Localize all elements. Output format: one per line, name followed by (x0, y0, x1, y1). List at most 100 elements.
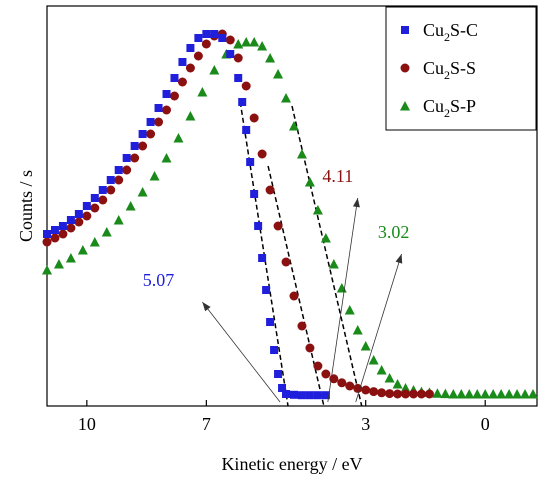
x-tick-label: 10 (78, 414, 96, 434)
data-point (289, 390, 298, 399)
data-point (321, 369, 331, 379)
legend-marker (400, 63, 410, 73)
data-point (249, 113, 259, 123)
data-point (106, 176, 115, 184)
data-point (384, 373, 395, 383)
plot-area: 5.07 4.11 3.02 (42, 5, 539, 407)
data-point (42, 237, 52, 247)
data-point (313, 391, 322, 400)
data-point (186, 44, 195, 52)
data-point (385, 389, 395, 399)
data-point (369, 387, 379, 397)
data-point (137, 187, 148, 197)
data-point (504, 389, 515, 399)
data-point (241, 37, 252, 47)
data-point (42, 265, 52, 275)
data-point (305, 343, 315, 353)
data-point (170, 74, 179, 82)
data-point (173, 133, 184, 143)
data-point (242, 126, 251, 134)
annotation-arrow (202, 301, 281, 403)
legend-marker (400, 101, 410, 111)
data-point (82, 202, 91, 210)
data-point (98, 195, 108, 205)
data-point (345, 381, 355, 391)
data-point (74, 210, 83, 218)
data-point (238, 98, 247, 106)
data-point (185, 63, 195, 73)
legend-label: Cu2S-S (423, 58, 476, 82)
data-point (328, 259, 339, 269)
data-point (392, 379, 403, 389)
data-point (101, 227, 112, 237)
data-point (265, 185, 275, 195)
data-point (146, 118, 155, 126)
data-point (197, 87, 208, 97)
x-tick-label: 7 (202, 414, 211, 434)
data-point (376, 365, 387, 375)
data-point (360, 341, 371, 351)
series-s-p (42, 37, 539, 399)
data-point (65, 253, 76, 263)
data-point (344, 305, 355, 315)
annotation-arrowhead (202, 302, 211, 312)
data-point (138, 141, 148, 151)
data-point (281, 93, 292, 103)
data-point (89, 237, 100, 247)
x-axis: 10 7 3 0 (78, 400, 490, 434)
annotation-arrow (355, 253, 402, 403)
data-point (130, 142, 139, 150)
data-point (66, 223, 76, 233)
data-point (130, 153, 140, 163)
data-point (273, 221, 283, 231)
data-point (512, 389, 523, 399)
data-point (125, 201, 136, 211)
data-point (77, 245, 88, 255)
data-point (201, 39, 211, 49)
data-point (233, 39, 244, 49)
data-point (416, 389, 426, 399)
data-point (352, 325, 363, 335)
fit-line (267, 165, 325, 407)
data-point (297, 321, 307, 331)
data-point (257, 149, 267, 159)
data-point (161, 153, 172, 163)
data-point (177, 77, 187, 87)
data-point (90, 194, 99, 202)
data-point (297, 391, 306, 400)
data-point (113, 215, 124, 225)
annotation-arrowhead (395, 254, 403, 264)
data-point (50, 226, 59, 234)
data-point (361, 385, 371, 395)
data-point (154, 104, 163, 112)
data-point (464, 389, 475, 399)
data-point (488, 389, 499, 399)
data-point (520, 389, 531, 399)
data-point (122, 165, 132, 175)
data-point (209, 65, 220, 75)
annotation-arrow (327, 197, 359, 403)
legend-marker (401, 26, 409, 34)
data-point (281, 257, 291, 267)
annotation-arrowhead (352, 198, 360, 208)
annotations: 5.07 4.11 3.02 (143, 166, 409, 403)
data-point (305, 391, 314, 400)
data-point (496, 389, 507, 399)
data-point (456, 389, 467, 399)
data-point (321, 391, 330, 400)
data-point (218, 34, 227, 42)
data-point (246, 158, 255, 166)
data-point (185, 111, 196, 121)
x-tick-label: 0 (481, 414, 490, 434)
data-point (270, 346, 279, 354)
data-point (337, 378, 347, 388)
data-point (154, 117, 164, 127)
data-point (313, 361, 323, 371)
x-tick-label: 3 (361, 414, 370, 434)
data-point (225, 35, 235, 45)
data-point (58, 222, 67, 230)
data-point (82, 211, 92, 221)
data-point (480, 389, 491, 399)
data-point (114, 175, 124, 185)
data-point (66, 216, 75, 224)
